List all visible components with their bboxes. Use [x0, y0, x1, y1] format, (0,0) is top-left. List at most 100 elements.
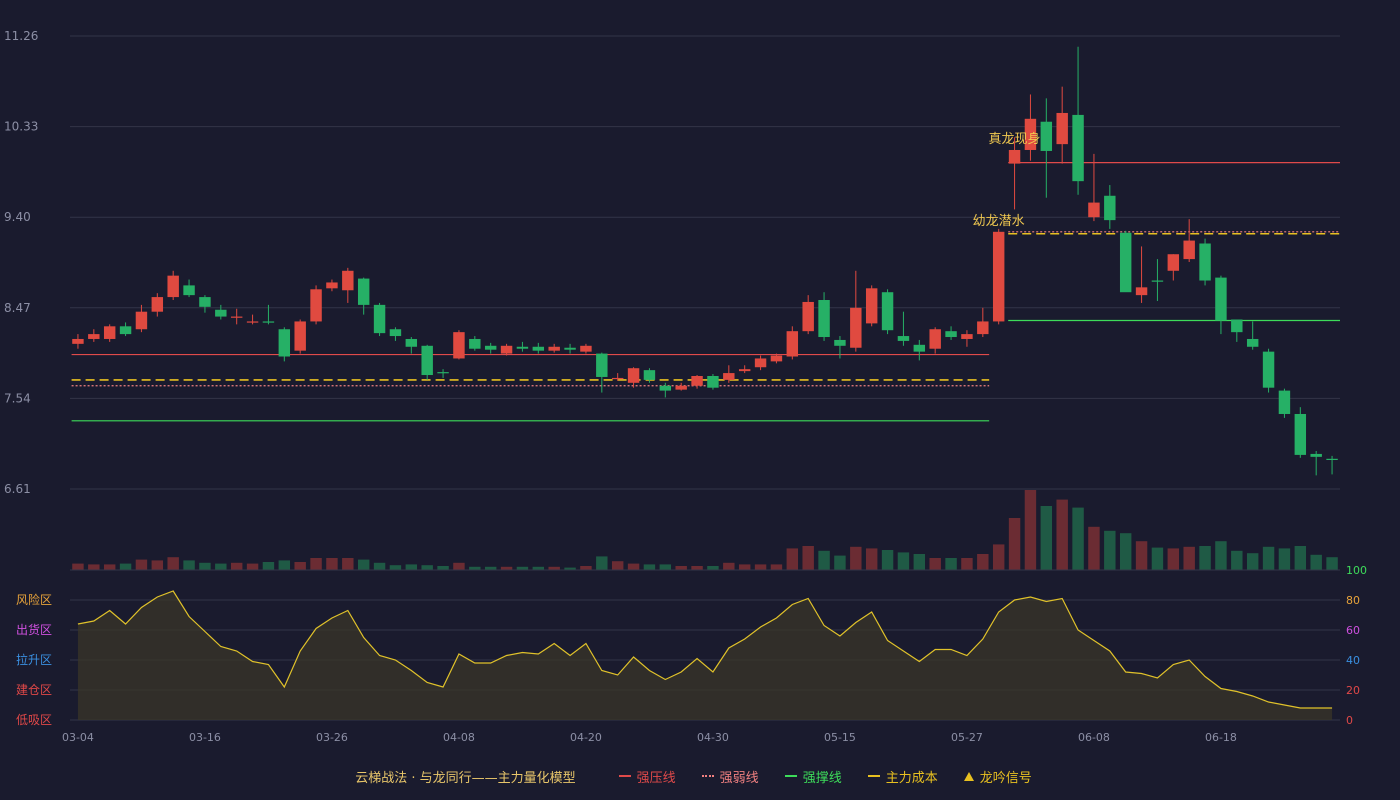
volume-bar — [421, 565, 433, 570]
candles — [72, 46, 1338, 476]
volume-bar — [580, 566, 592, 570]
volume-bar — [977, 554, 989, 570]
volume-bar — [342, 558, 354, 570]
candle-body — [1326, 458, 1338, 460]
candle-body — [865, 288, 878, 324]
volume-bar — [262, 562, 275, 570]
volume-bar — [135, 559, 148, 570]
volume-bar — [310, 558, 322, 570]
volume-bar — [119, 563, 132, 570]
legend-item-pressure[interactable]: 强压线 — [618, 767, 676, 786]
legend-item-support[interactable]: 强撑线 — [784, 767, 842, 786]
price-tick-label: 7.54 — [4, 391, 31, 405]
candle-body — [1215, 277, 1227, 321]
candle-body — [1262, 351, 1275, 388]
volume-bar — [103, 564, 116, 570]
indicator-tick-label: 40 — [1346, 654, 1360, 667]
indicator-tick-label: 80 — [1346, 594, 1360, 607]
volume-bar — [564, 567, 576, 570]
candle-body — [72, 338, 84, 344]
candle-body — [627, 368, 640, 383]
legend-item-cost[interactable]: 主力成本 — [867, 767, 938, 786]
candle-body — [1183, 240, 1195, 260]
volume-bars — [72, 490, 1338, 570]
volume-bar — [770, 564, 783, 570]
price-tick-label: 9.40 — [4, 210, 31, 224]
volume-bar — [484, 566, 497, 570]
volume-bar — [786, 548, 799, 570]
volume-bar — [945, 558, 957, 570]
volume-bar — [881, 550, 894, 570]
candle-body — [961, 334, 973, 339]
volume-bar — [516, 566, 529, 570]
candle-body — [1024, 118, 1037, 150]
legend-title: 云梯战法 · 与龙同行——主力量化模型 — [355, 770, 576, 786]
candle-body — [532, 346, 545, 351]
candle-body — [738, 369, 751, 372]
volume-bar — [627, 563, 640, 570]
x-axis: 03-04 03-16 03-26 04-08 04-20 04-30 05-15 05-27… — [62, 731, 1237, 744]
candle-body — [326, 282, 338, 289]
volume-bar — [246, 563, 259, 570]
indicator-tick-label: 20 — [1346, 684, 1360, 697]
signal-annotation: 真龙现身 — [989, 131, 1041, 147]
candle-body — [342, 270, 354, 291]
candle-body — [611, 377, 624, 380]
price-axis: 11.26 10.33 9.40 8.47 7.54 6.61 — [4, 29, 38, 496]
candle-body — [1104, 195, 1116, 221]
volume-bar — [897, 552, 910, 570]
volume-bar — [961, 558, 973, 570]
candle-body — [230, 316, 243, 318]
candle-body — [167, 275, 179, 298]
candle-body — [580, 345, 592, 352]
legend-line-icon — [618, 775, 631, 777]
indicator-line — [77, 590, 1333, 709]
indicator-zone-label: 建仓区 — [16, 683, 52, 697]
volume-bar — [437, 566, 449, 570]
candle-body — [1135, 287, 1148, 296]
candle-body — [389, 329, 402, 337]
volume-bar — [278, 560, 291, 570]
volume-bar — [1246, 553, 1259, 570]
candle-body — [373, 304, 386, 334]
candle-body — [786, 331, 799, 357]
volume-bar — [707, 566, 719, 570]
x-tick-label: 04-08 — [443, 731, 475, 744]
volume-bar — [183, 560, 195, 570]
candle-body — [643, 370, 656, 380]
grid — [70, 35, 1340, 490]
volume-bar — [754, 564, 767, 570]
volume-bar — [88, 564, 100, 570]
volume-bar — [1024, 490, 1037, 570]
x-tick-label: 05-15 — [824, 731, 856, 744]
volume-bar — [611, 561, 624, 570]
candle-body — [1231, 319, 1243, 333]
volume-bar — [659, 564, 672, 570]
candle-body — [437, 372, 449, 374]
volume-bar — [675, 566, 687, 570]
candle-body — [310, 289, 322, 322]
volume-bar — [1199, 546, 1211, 570]
candle-body — [850, 307, 862, 348]
volume-bar — [1278, 548, 1291, 570]
candle-body — [1167, 254, 1180, 271]
x-tick-label: 03-26 — [316, 731, 348, 744]
candle-body — [1246, 338, 1259, 347]
candle-body — [707, 375, 719, 388]
indicator-zone-label: 出货区 — [16, 622, 52, 637]
price-tick-label: 10.33 — [4, 120, 38, 134]
x-tick-label: 03-16 — [189, 731, 221, 744]
legend-item-strength[interactable]: 强弱线 — [701, 767, 759, 786]
candle-body — [262, 321, 275, 323]
candle-body — [151, 297, 164, 312]
legend-item-signal[interactable]: 龙吟信号 — [963, 767, 1032, 786]
candle-body — [1294, 413, 1307, 455]
legend-label: 强压线 — [636, 770, 676, 786]
candle-body — [215, 309, 227, 317]
volume-bar — [913, 554, 926, 570]
volume-bar — [929, 558, 941, 570]
candle-body — [1310, 453, 1322, 457]
legend-label: 强弱线 — [719, 770, 759, 786]
indicator-zone-label: 风险区 — [16, 592, 52, 607]
candle-body — [1040, 121, 1053, 151]
